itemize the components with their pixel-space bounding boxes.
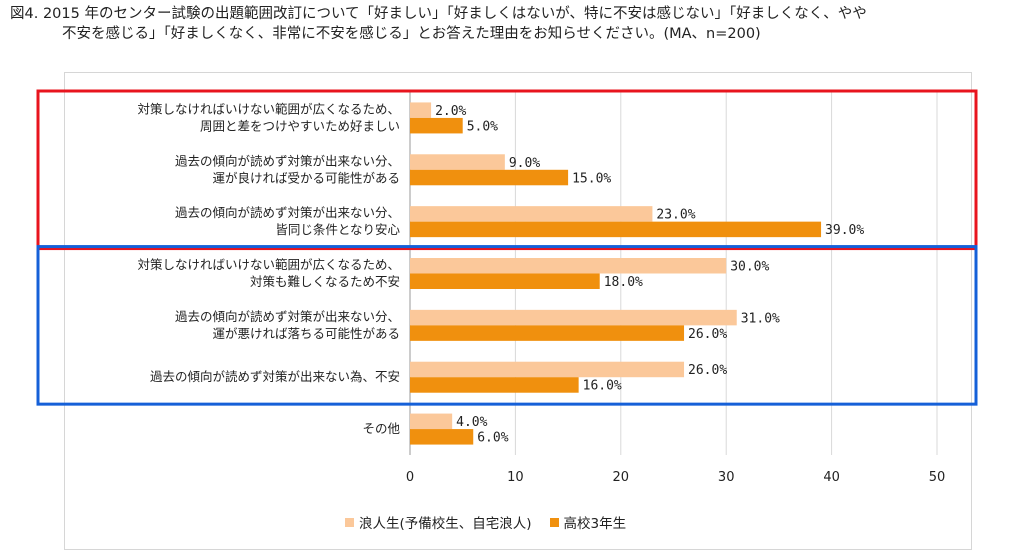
data-label: 30.0% (730, 260, 769, 275)
category-label: 過去の傾向が読めず対策が出来ない分、 (175, 309, 400, 324)
bar (410, 309, 737, 326)
legend-label-series-1: 浪人生(予備校生、自宅浪人) (359, 516, 532, 532)
data-label: 5.0% (467, 119, 498, 134)
data-label: 9.0% (509, 156, 540, 171)
category-label: 皆同じ条件となり安心 (275, 222, 400, 237)
x-tick-label: 50 (929, 470, 946, 485)
category-label: 過去の傾向が読めず対策が出来ない為、不安 (150, 369, 400, 384)
legend: 浪人生(予備校生、自宅浪人) 高校3年生 (345, 512, 626, 532)
data-label: 6.0% (477, 431, 508, 446)
x-tick-label: 40 (823, 470, 840, 485)
category-label: 過去の傾向が読めず対策が出来ない分、 (175, 153, 400, 168)
legend-item-series-1: 浪人生(予備校生、自宅浪人) (345, 512, 532, 532)
data-label: 31.0% (741, 311, 780, 326)
data-label: 26.0% (688, 363, 727, 378)
bar (410, 377, 579, 393)
chart-title: 図4. 2015 年のセンター試験の出題範囲改訂について「好ましい」「好ましくは… (10, 4, 1020, 44)
data-label: 15.0% (572, 171, 611, 186)
bar (410, 102, 432, 118)
category-label: 運が悪ければ落ちる可能性がある (212, 326, 400, 341)
bar (410, 429, 474, 445)
category-label: 運が良ければ受かる可能性がある (212, 170, 400, 185)
bar (410, 154, 505, 170)
legend-swatch-series-2 (549, 517, 559, 527)
legend-item-series-2: 高校3年生 (549, 512, 627, 532)
chart-frame (64, 72, 972, 550)
data-label: 16.0% (583, 379, 622, 394)
x-tick-label: 30 (718, 470, 735, 485)
bar (410, 413, 453, 430)
bar (410, 325, 685, 341)
data-label: 2.0% (435, 104, 466, 119)
data-label: 39.0% (825, 223, 864, 238)
category-label: 対策も難しくなるため不安 (250, 274, 400, 289)
chart-title-line-2: 不安を感じる」「好ましくなく、非常に不安を感じる」とお答えた理由をお知らせくださ… (62, 26, 761, 42)
blue-highlight-box (36, 245, 978, 406)
bar (410, 206, 653, 222)
x-tick-label: 20 (613, 470, 630, 485)
bar (410, 361, 685, 378)
bar (410, 258, 727, 274)
data-label: 26.0% (688, 327, 727, 342)
data-label: 18.0% (604, 275, 643, 290)
bar (410, 117, 463, 134)
bar (410, 169, 569, 186)
x-tick-label: 0 (406, 470, 414, 485)
red-highlight-box (36, 89, 978, 251)
category-label: 過去の傾向が読めず対策が出来ない分、 (175, 205, 400, 220)
bar (410, 273, 600, 289)
category-label: その他 (362, 421, 400, 436)
legend-label-series-2: 高校3年生 (563, 516, 627, 532)
data-label: 4.0% (456, 415, 487, 430)
category-label: 周囲と差をつけやすいため好ましい (200, 118, 400, 133)
category-label: 対策しなければいけない範囲が広くなるため、 (137, 257, 400, 272)
chart-title-line-1: 図4. 2015 年のセンター試験の出題範囲改訂について「好ましい」「好ましくは… (10, 6, 867, 22)
bar (410, 221, 822, 238)
category-label: 対策しなければいけない範囲が広くなるため、 (137, 101, 400, 116)
x-tick-label: 10 (507, 470, 524, 485)
legend-swatch-series-1 (345, 517, 354, 527)
data-label: 23.0% (656, 208, 695, 223)
